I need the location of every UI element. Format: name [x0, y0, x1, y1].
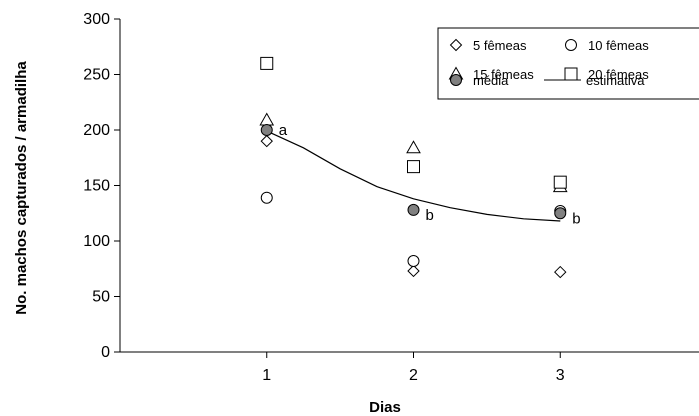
legend-item: estimativa — [544, 73, 645, 88]
data-point-circle-1 — [260, 191, 273, 204]
legend-square-icon — [564, 67, 578, 81]
x-tick-label: 1 — [262, 367, 271, 384]
x-tick-label: 3 — [556, 367, 565, 384]
legend-label: estimativa — [586, 73, 645, 88]
data-point-triangle-2 — [259, 112, 275, 126]
legend-box — [437, 27, 699, 100]
legend-diamond-icon — [449, 38, 463, 52]
data-point-square-3 — [260, 56, 274, 70]
data-point-circle-4 — [554, 207, 567, 220]
point-label: a — [279, 122, 288, 139]
legend-label: 15 fêmeas — [473, 67, 534, 82]
legend-label: 10 fêmeas — [588, 38, 649, 53]
legend-item: 20 fêmeas — [564, 67, 649, 82]
legend-label: 5 fêmeas — [473, 38, 527, 53]
data-point-circle-4 — [260, 124, 273, 136]
y-tick-label: 250 — [83, 67, 110, 84]
point-label: b — [572, 210, 580, 227]
y-tick-label: 0 — [101, 344, 110, 361]
y-tick-label: 150 — [83, 178, 110, 195]
data-point-square-3 — [407, 160, 420, 174]
data-markers — [259, 56, 568, 279]
point-labels: a b b — [279, 122, 581, 227]
legend-circle-icon — [565, 39, 577, 51]
estimate-line — [266, 130, 561, 222]
data-point-triangle-2 — [406, 140, 421, 154]
data-point-square-3 — [553, 175, 567, 189]
estimate-line-group — [266, 130, 561, 222]
point-label: b — [426, 207, 434, 224]
y-tick-label: 200 — [83, 122, 110, 139]
x-axis-title: Dias — [369, 399, 401, 416]
legend-items: 5 fêmeas 10 fêmeas 15 fêmeas 20 fêmeas média… — [448, 38, 649, 88]
y-tick-label: 300 — [83, 11, 110, 28]
data-point-diamond-0 — [554, 265, 567, 279]
legend: 5 fêmeas 10 fêmeas 15 fêmeas 20 fêmeas média… — [437, 27, 699, 100]
plot-area: 0 50 100 150 200 250 300 1 2 3 a b b — [83, 11, 699, 384]
x-tick-label: 2 — [409, 367, 418, 384]
legend-label: 20 fêmeas — [588, 67, 649, 82]
y-tick-label: 100 — [83, 233, 110, 250]
data-point-diamond-0 — [260, 134, 273, 148]
x-axis-ticks: 1 2 3 — [262, 352, 565, 384]
data-point-circle-1 — [407, 254, 420, 267]
legend-item: média — [450, 73, 509, 88]
data-point-circle-4 — [407, 203, 420, 216]
legend-circle-icon — [450, 74, 462, 86]
y-axis-title: No. machos capturados / armadilha — [13, 61, 30, 315]
y-tick-label: 50 — [92, 289, 110, 306]
legend-item: 10 fêmeas — [565, 38, 649, 53]
legend-item: 5 fêmeas — [449, 38, 527, 53]
data-point-diamond-0 — [407, 264, 420, 278]
y-axis-ticks: 0 50 100 150 200 250 300 — [83, 11, 120, 361]
legend-label: média — [473, 73, 509, 88]
